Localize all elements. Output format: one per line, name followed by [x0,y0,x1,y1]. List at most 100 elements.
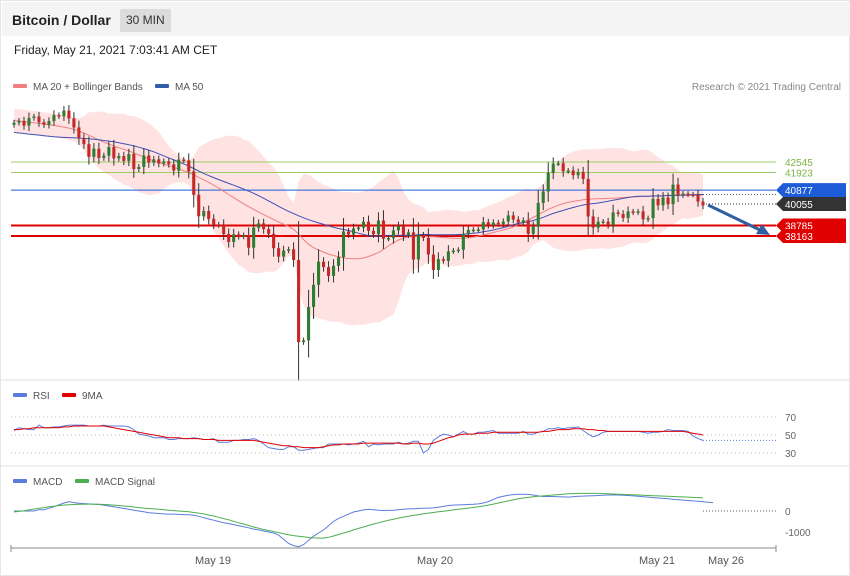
candle-body [501,221,505,225]
candle-body [376,220,381,235]
x-axis-label: May 26 [708,555,744,567]
level-tag-38785 [776,218,846,233]
candle-body [247,235,251,248]
candle-body [62,110,66,117]
level-tag-38163 [776,229,846,243]
candle-body [386,238,391,240]
candle-body [32,116,36,119]
candle-body [117,156,121,159]
chart-header-bar: Bitcoin / Dollar 30 MIN [2,2,850,36]
candle-body [691,194,695,197]
candle-body [421,235,425,238]
candle-body [57,114,61,117]
candle-body [312,284,316,307]
candle-body [262,223,266,230]
candle-body [207,211,211,219]
candle-body [481,222,485,230]
candle-body [536,202,540,227]
candle-body [212,218,216,225]
candle-body [676,184,680,196]
candle-body [566,170,570,173]
candle-body [456,249,460,252]
candle-body [52,114,56,122]
candle-body [27,118,31,126]
candle-body [336,257,341,266]
macd-tick-0: 0 [785,507,791,518]
macd-panel: 0 -1000 [13,492,811,548]
candle-body [621,213,625,218]
candle-body [197,194,201,217]
candle-body [616,212,620,214]
legend-ma20-swatch [13,84,27,88]
candle-body [471,229,475,232]
candle-body [541,191,545,203]
candle-body [137,166,141,170]
candle-body [401,225,405,235]
candle-body [516,219,520,223]
candle-body [87,144,91,157]
candle-body [681,193,685,196]
candle-body [326,267,331,276]
candle-body [381,220,386,239]
level-tag-40877 [776,183,846,198]
candle-body [546,172,550,192]
candle-body [656,198,660,206]
candle-body [177,159,181,171]
candle-body [287,249,291,251]
candle-body [187,160,191,172]
level-label-38785: 38785 [785,221,813,232]
rsi-tick-70: 70 [785,413,797,424]
candle-body [586,178,590,217]
candle-body [636,211,640,213]
legend-rsi-ma-swatch [62,393,76,397]
candle-body [47,121,51,125]
rsi-ma-line [14,425,704,449]
candle-body [561,163,565,172]
bollinger-band-area [14,108,703,326]
candle-body [237,234,241,237]
candle-body [341,231,346,258]
x-axis-label: May 21 [639,555,675,567]
candle-body [112,147,116,159]
candle-body [217,224,221,226]
candle-body [581,172,585,179]
candle-body [346,231,351,235]
level-label-42545: 42545 [785,158,813,169]
rsi-panel: 70 50 30 [11,413,797,460]
candle-body [506,215,510,222]
candle-body [222,225,226,235]
candle-body [646,218,650,220]
candle-body [107,147,111,156]
candle-body [571,170,575,176]
candle-body [361,221,366,228]
candle-body [157,159,161,164]
macd-line [14,493,714,548]
candle-body [317,261,321,285]
candle-body [351,228,356,235]
legend-macd-label: MACD [33,477,62,488]
candle-body [641,211,645,220]
candle-body [371,230,376,235]
current-price-label: 40055 [785,200,813,211]
candle-body [202,211,206,217]
timeframe-selector[interactable]: 30 MIN [120,9,171,32]
candle-body [192,171,196,195]
candle-body [42,122,46,125]
candle-body [142,155,146,167]
candle-body [127,153,131,161]
candle-body [122,156,126,161]
candle-body [277,248,281,257]
candle-body [496,222,500,225]
macd-signal-line [13,492,704,539]
candle-body [267,229,271,234]
candle-body [232,234,236,242]
candle-body [167,161,171,165]
legend-rsi-ma-label: 9MA [82,391,103,402]
level-label-41923: 41923 [785,169,813,180]
forecast-arrow-shaft [707,203,763,233]
candle-body [626,211,630,218]
candle-body [366,221,371,231]
candle-body [511,215,515,220]
